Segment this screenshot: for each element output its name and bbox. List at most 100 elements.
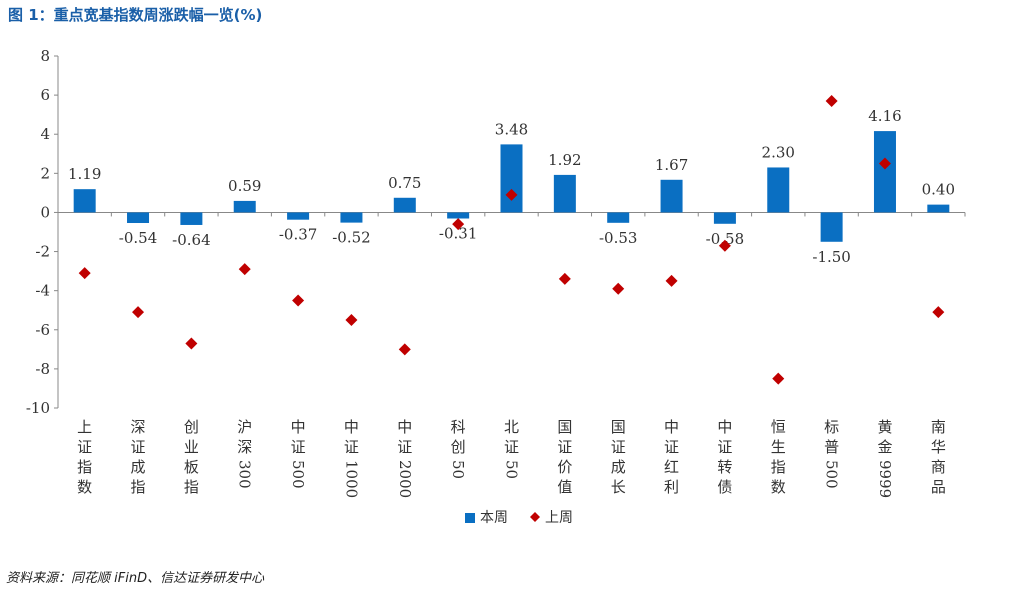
category-char: 证 (504, 438, 519, 456)
point (398, 343, 411, 356)
category-digits: 2000 (396, 460, 414, 498)
legend: 本周 上周 (465, 510, 573, 526)
bar (767, 167, 790, 213)
y-tick-label: 0 (40, 203, 50, 221)
bar-data-label: 1.92 (548, 151, 581, 169)
point (238, 263, 251, 276)
category-char: 中 (344, 418, 359, 436)
category-digits: 300 (236, 460, 254, 489)
point (185, 337, 198, 350)
point (78, 267, 91, 280)
category-char: 指 (771, 458, 786, 476)
bar-data-label: 4.16 (868, 107, 901, 125)
point (825, 94, 838, 107)
category-char: 北 (504, 418, 519, 436)
point (878, 157, 891, 170)
point (452, 218, 465, 231)
category-label: 沪深 300 (236, 418, 254, 489)
bar-data-label: 0.75 (388, 174, 421, 192)
category-char: 品 (931, 478, 946, 496)
bar (447, 212, 470, 219)
y-tick-label: -6 (35, 321, 50, 339)
category-digits: 9999 (876, 460, 894, 498)
category-char: 利 (664, 478, 679, 496)
category-char: 指 (131, 478, 146, 496)
bar-data-label: -0.31 (439, 225, 477, 243)
legend-label-this-week: 本周 (480, 510, 508, 526)
point (612, 282, 625, 295)
bar (873, 131, 896, 213)
category-label: 北证 50 (503, 418, 521, 479)
bar-data-label: -0.54 (119, 229, 157, 247)
point (132, 306, 145, 319)
bar-data-label: -1.50 (812, 248, 850, 266)
data-labels: 1.19 -0.54 -0.64 0.59 -0.37 -0.52 0.75 -0.31 3.4… (68, 107, 955, 266)
category-char: 沪 (237, 418, 252, 436)
bar (127, 212, 150, 224)
category-char: 成 (611, 458, 626, 476)
category-char: 上 (77, 418, 92, 436)
bar-data-label: -0.53 (599, 229, 637, 247)
category-char: 转 (717, 458, 732, 476)
category-char: 数 (771, 478, 786, 496)
category-char: 中 (717, 418, 732, 436)
bar (393, 197, 416, 213)
bar (233, 200, 256, 213)
category-char: 南 (931, 418, 946, 436)
source-note: 资料来源：同花顺 iFinD、信达证券研发中心 (6, 571, 265, 586)
points-last-week (78, 94, 945, 385)
bar (820, 212, 843, 242)
bar (713, 212, 736, 224)
category-char: 国 (557, 418, 572, 436)
category-label: 中证 2000 (396, 418, 414, 498)
bar (73, 189, 96, 213)
bars-this-week (73, 131, 950, 242)
category-labels: 上证指数深证成指创业板指沪深300中证500中证1000中证2000科创50北证… (77, 418, 946, 498)
figure-title: 图 1：重点宽基指数周涨跌幅一览(%) (8, 6, 263, 24)
point (772, 372, 785, 385)
bar-data-label: -0.58 (706, 230, 744, 248)
category-char: 板 (184, 458, 199, 476)
category-char: 值 (557, 478, 572, 496)
point (345, 314, 358, 326)
category-char: 华 (931, 438, 946, 456)
point (665, 274, 678, 287)
category-char: 恒 (771, 418, 786, 436)
point (505, 188, 518, 201)
category-char: 指 (184, 478, 199, 496)
category-char: 深 (131, 418, 146, 436)
category-char: 商 (931, 458, 946, 476)
bar-data-label: -0.37 (279, 226, 317, 244)
category-char: 创 (184, 418, 199, 436)
bar (607, 212, 630, 223)
category-digits: 500 (289, 460, 307, 489)
category-digits: 50 (449, 460, 467, 479)
category-char: 标 (824, 418, 839, 436)
category-char: 证 (131, 438, 146, 456)
category-char: 中 (664, 418, 679, 436)
bar (180, 212, 203, 225)
category-char: 证 (344, 438, 359, 456)
y-tick-label: -4 (35, 282, 50, 300)
category-label: 科创 50 (449, 418, 467, 479)
y-tick-label: -2 (35, 243, 50, 261)
category-label: 黄金 9999 (876, 418, 894, 498)
category-char: 证 (717, 438, 732, 456)
category-char: 中 (291, 418, 306, 436)
category-char: 证 (664, 438, 679, 456)
category-char: 债 (717, 478, 732, 496)
legend-label-last-week: 上周 (545, 510, 573, 526)
y-ticks: 8 6 4 2 0 -2 -4 -6 -8 -10 (26, 47, 58, 417)
y-tick-label: 4 (40, 125, 50, 143)
category-digits: 50 (503, 460, 521, 479)
category-char: 长 (611, 478, 626, 496)
category-label: 标普 500 (823, 418, 841, 489)
y-tick-label: 6 (40, 86, 50, 104)
category-char: 深 (237, 438, 252, 456)
category-char: 红 (664, 458, 679, 476)
category-char: 中 (397, 418, 412, 436)
